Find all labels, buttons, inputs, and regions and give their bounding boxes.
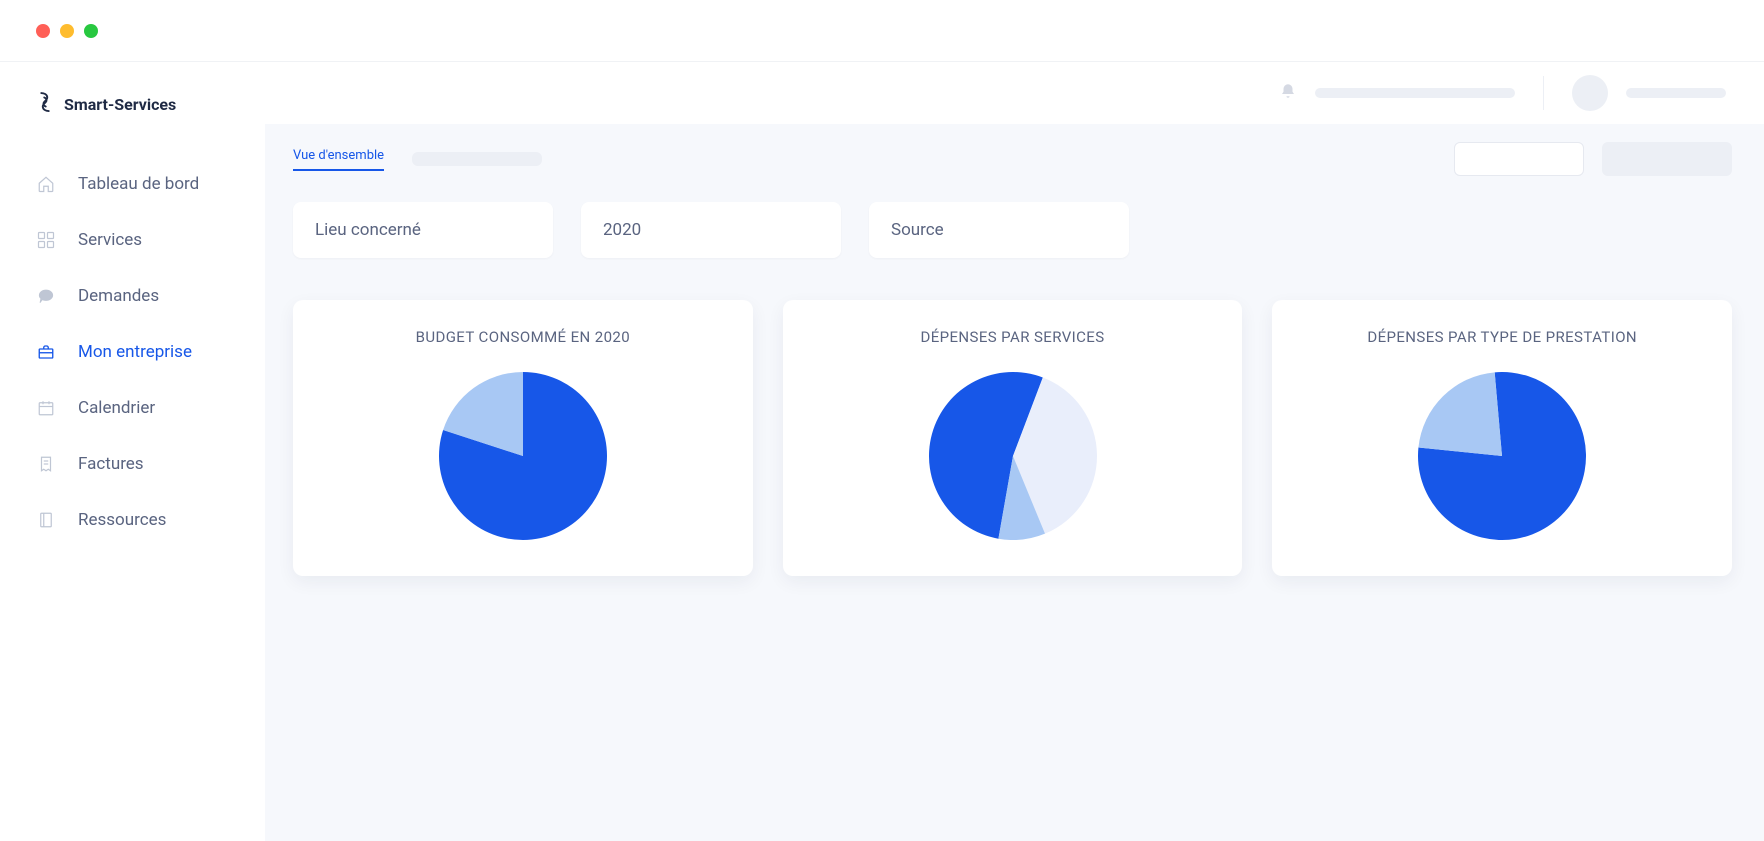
- avatar[interactable]: [1572, 75, 1608, 111]
- window-zoom-icon[interactable]: [84, 24, 98, 38]
- grid-icon: [36, 230, 56, 250]
- card-title: DÉPENSES PAR SERVICES: [920, 328, 1104, 346]
- sidebar-item-label: Ressources: [78, 510, 166, 530]
- pie-chart-budget: [439, 372, 607, 540]
- notifications-icon[interactable]: [1279, 82, 1297, 105]
- filter-label: 2020: [603, 220, 641, 240]
- book-icon: [36, 510, 56, 530]
- filter-label: Lieu concerné: [315, 220, 421, 240]
- receipt-icon: [36, 454, 56, 474]
- sidebar-item-label: Factures: [78, 454, 144, 474]
- filter-year[interactable]: 2020: [581, 202, 841, 258]
- calendar-icon: [36, 398, 56, 418]
- window-chrome: [0, 0, 1764, 62]
- sidebar-item-label: Demandes: [78, 286, 159, 306]
- brand-logo-icon: [36, 91, 54, 117]
- brand-name: Smart-Services: [64, 95, 176, 114]
- card-budget: BUDGET CONSOMMÉ EN 2020: [293, 300, 753, 576]
- card-title: BUDGET CONSOMMÉ EN 2020: [416, 328, 631, 346]
- pie-chart-prest-type: [1418, 372, 1586, 540]
- content-area: Vue d'ensemble Lieu concerné 2020 Source: [265, 124, 1764, 841]
- card-prest-type: DÉPENSES PAR TYPE DE PRESTATION: [1272, 300, 1732, 576]
- window-minimize-icon[interactable]: [60, 24, 74, 38]
- home-icon: [36, 174, 56, 194]
- sidebar-item-invoices[interactable]: Factures: [36, 454, 265, 474]
- username-skeleton: [1626, 88, 1726, 98]
- sidebar-item-services[interactable]: Services: [36, 230, 265, 250]
- sidebar-item-dashboard[interactable]: Tableau de bord: [36, 174, 265, 194]
- tab-overview[interactable]: Vue d'ensemble: [293, 148, 384, 171]
- toolbar-button-skeleton[interactable]: [1454, 142, 1584, 176]
- sidebar-nav: Tableau de bord Services Demandes Mon en…: [0, 174, 265, 530]
- briefcase-icon: [36, 342, 56, 362]
- sidebar-item-company[interactable]: Mon entreprise: [36, 342, 265, 362]
- toolbar-button-skeleton[interactable]: [1602, 142, 1732, 176]
- sidebar-item-resources[interactable]: Ressources: [36, 510, 265, 530]
- window-close-icon[interactable]: [36, 24, 50, 38]
- filter-label: Source: [891, 220, 944, 240]
- sidebar-item-calendar[interactable]: Calendrier: [36, 398, 265, 418]
- card-services: DÉPENSES PAR SERVICES: [783, 300, 1243, 576]
- filter-source[interactable]: Source: [869, 202, 1129, 258]
- pie-chart-services: [929, 372, 1097, 540]
- filter-location[interactable]: Lieu concerné: [293, 202, 553, 258]
- sidebar-item-label: Calendrier: [78, 398, 155, 418]
- filter-row: Lieu concerné 2020 Source: [293, 202, 1732, 258]
- topbar-separator: [1543, 76, 1544, 110]
- topbar: [265, 62, 1764, 124]
- sidebar-item-label: Services: [78, 230, 142, 250]
- tab-skeleton: [412, 152, 542, 166]
- brand: Smart-Services: [0, 84, 265, 124]
- sidebar-item-label: Tableau de bord: [78, 174, 199, 194]
- sidebar-item-label: Mon entreprise: [78, 342, 192, 362]
- card-title: DÉPENSES PAR TYPE DE PRESTATION: [1367, 328, 1637, 346]
- card-row: BUDGET CONSOMMÉ EN 2020 DÉPENSES PAR SER…: [293, 300, 1732, 576]
- tab-bar: Vue d'ensemble: [293, 148, 542, 171]
- sidebar-item-requests[interactable]: Demandes: [36, 286, 265, 306]
- topbar-skeleton: [1315, 88, 1515, 98]
- chat-icon: [36, 286, 56, 306]
- sidebar: Smart-Services Tableau de bord Services …: [0, 62, 265, 841]
- content-toolbar: Vue d'ensemble: [293, 142, 1732, 176]
